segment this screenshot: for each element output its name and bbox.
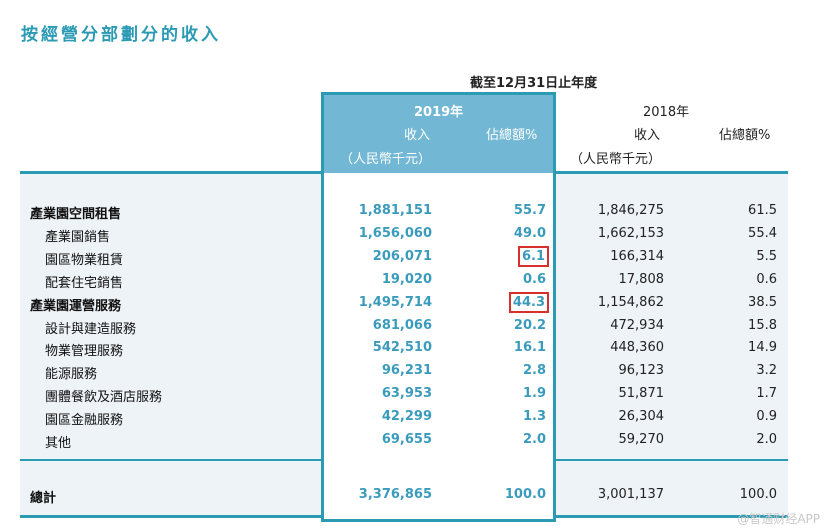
row-label: 能源服務 bbox=[45, 367, 98, 383]
page-title: 按經營分部劃分的收入 bbox=[21, 25, 221, 45]
table-row: 園區金融服務 42,299 1.3 26,304 0.9 bbox=[0, 406, 826, 428]
period-header: 截至12月31日止年度 bbox=[470, 76, 598, 91]
revenue-2018: 96,123 bbox=[618, 363, 665, 379]
row-label: 產業園銷售 bbox=[45, 229, 111, 245]
pct-2019: 2.8 bbox=[522, 363, 546, 379]
header-2019-revenue: 收入 bbox=[404, 128, 431, 143]
header-2019-unit: （人民幣千元） bbox=[340, 152, 432, 167]
header-2018: 2018年 bbox=[643, 105, 690, 120]
row-label: 團體餐飲及酒店服務 bbox=[45, 390, 163, 406]
pct-2018: 5.5 bbox=[756, 248, 777, 264]
revenue-2018: 17,808 bbox=[618, 271, 665, 287]
revenue-2018: 51,871 bbox=[618, 386, 665, 402]
row-label: 產業園空間租售 bbox=[30, 207, 122, 222]
pct-2018: 100.0 bbox=[739, 487, 777, 502]
table-row: 產業園空間租售 1,881,151 55.7 1,846,275 61.5 bbox=[0, 200, 826, 222]
highlight-2019-header bbox=[324, 95, 553, 173]
table-row: 團體餐飲及酒店服務 63,953 1.9 51,871 1.7 bbox=[0, 383, 826, 405]
row-label: 設計與建造服務 bbox=[45, 321, 137, 337]
highlight-2019-column bbox=[321, 92, 556, 522]
pct-2018: 3.2 bbox=[756, 363, 777, 379]
header-2019-pct: 佔總額% bbox=[486, 128, 538, 143]
table-row: 產業園運營服務 1,495,714 44.3 1,154,862 38.5 bbox=[0, 291, 826, 314]
revenue-2019: 1,881,151 bbox=[358, 203, 432, 218]
pct-2018: 61.5 bbox=[748, 203, 777, 218]
revenue-2019: 681,066 bbox=[372, 317, 432, 333]
revenue-2019: 96,231 bbox=[381, 363, 432, 379]
row-label: 配套住宅銷售 bbox=[45, 275, 124, 291]
row-label: 其他 bbox=[45, 436, 72, 451]
pct-2018: 0.9 bbox=[756, 409, 777, 425]
revenue-2019: 63,953 bbox=[381, 386, 432, 402]
pct-2019: 49.0 bbox=[513, 225, 546, 241]
header-2018-pct: 佔總額% bbox=[719, 128, 771, 143]
table-row: 其他 69,655 2.0 59,270 2.0 bbox=[0, 429, 826, 451]
row-label: 園區金融服務 bbox=[45, 413, 124, 429]
table-row: 產業園銷售 1,656,060 49.0 1,662,153 55.4 bbox=[0, 223, 826, 245]
revenue-2018: 166,314 bbox=[610, 248, 664, 264]
revenue-2019: 542,510 bbox=[372, 340, 432, 356]
table-row-total: 總計 3,376,865 100.0 3,001,137 100.0 bbox=[0, 484, 826, 506]
revenue-2019: 69,655 bbox=[381, 432, 432, 447]
revenue-2018: 26,304 bbox=[618, 409, 665, 425]
table-row: 配套住宅銷售 19,020 0.6 17,808 0.6 bbox=[0, 269, 826, 291]
pct-2018: 0.6 bbox=[756, 271, 777, 287]
revenue-2019: 3,376,865 bbox=[358, 487, 432, 502]
pct-2019: 44.3 bbox=[508, 291, 550, 313]
pct-2018: 1.7 bbox=[756, 386, 777, 402]
table-row: 物業管理服務 542,510 16.1 448,360 14.9 bbox=[0, 337, 826, 359]
table-row: 能源服務 96,231 2.8 96,123 3.2 bbox=[0, 360, 826, 382]
pct-2018: 55.4 bbox=[748, 225, 777, 241]
revenue-2018: 1,846,275 bbox=[597, 203, 664, 218]
revenue-2019: 1,495,714 bbox=[358, 294, 432, 310]
pct-2019: 100.0 bbox=[504, 487, 546, 502]
pct-2019: 2.0 bbox=[522, 432, 546, 447]
pct-2019: 16.1 bbox=[513, 340, 546, 356]
header-2019: 2019年 bbox=[414, 105, 464, 120]
pct-2019: 1.3 bbox=[522, 409, 546, 425]
header-2018-revenue: 收入 bbox=[634, 128, 661, 143]
revenue-2018: 1,154,862 bbox=[597, 294, 664, 310]
revenue-2018: 59,270 bbox=[618, 432, 665, 447]
pct-2019: 0.6 bbox=[522, 271, 546, 287]
revenue-2019: 206,071 bbox=[372, 248, 432, 264]
revenue-2019: 19,020 bbox=[381, 271, 432, 287]
pct-2018: 38.5 bbox=[748, 294, 777, 310]
table-row: 園區物業租賃 206,071 6.1 166,314 5.5 bbox=[0, 245, 826, 268]
pct-2019: 20.2 bbox=[513, 317, 546, 333]
table-row: 設計與建造服務 681,066 20.2 472,934 15.8 bbox=[0, 315, 826, 337]
pct-2019: 6.1 bbox=[517, 245, 550, 267]
pct-2018: 14.9 bbox=[748, 340, 777, 356]
pct-2018: 15.8 bbox=[748, 317, 777, 333]
revenue-2018: 472,934 bbox=[610, 317, 664, 333]
pct-2019: 1.9 bbox=[522, 386, 546, 402]
revenue-2018: 3,001,137 bbox=[597, 487, 664, 502]
header-2018-unit: （人民幣千元） bbox=[570, 152, 662, 167]
revenue-2019: 1,656,060 bbox=[358, 225, 432, 241]
revenue-2018: 448,360 bbox=[610, 340, 664, 356]
row-label: 產業園運營服務 bbox=[30, 298, 122, 314]
row-label: 總計 bbox=[30, 491, 57, 506]
watermark: @智通财经APP bbox=[737, 512, 820, 526]
pct-2019: 55.7 bbox=[513, 203, 546, 218]
row-label: 物業管理服務 bbox=[45, 344, 124, 360]
revenue-2018: 1,662,153 bbox=[597, 225, 664, 241]
row-label: 園區物業租賃 bbox=[45, 252, 124, 268]
pct-2018: 2.0 bbox=[756, 432, 777, 447]
revenue-2019: 42,299 bbox=[381, 409, 432, 425]
